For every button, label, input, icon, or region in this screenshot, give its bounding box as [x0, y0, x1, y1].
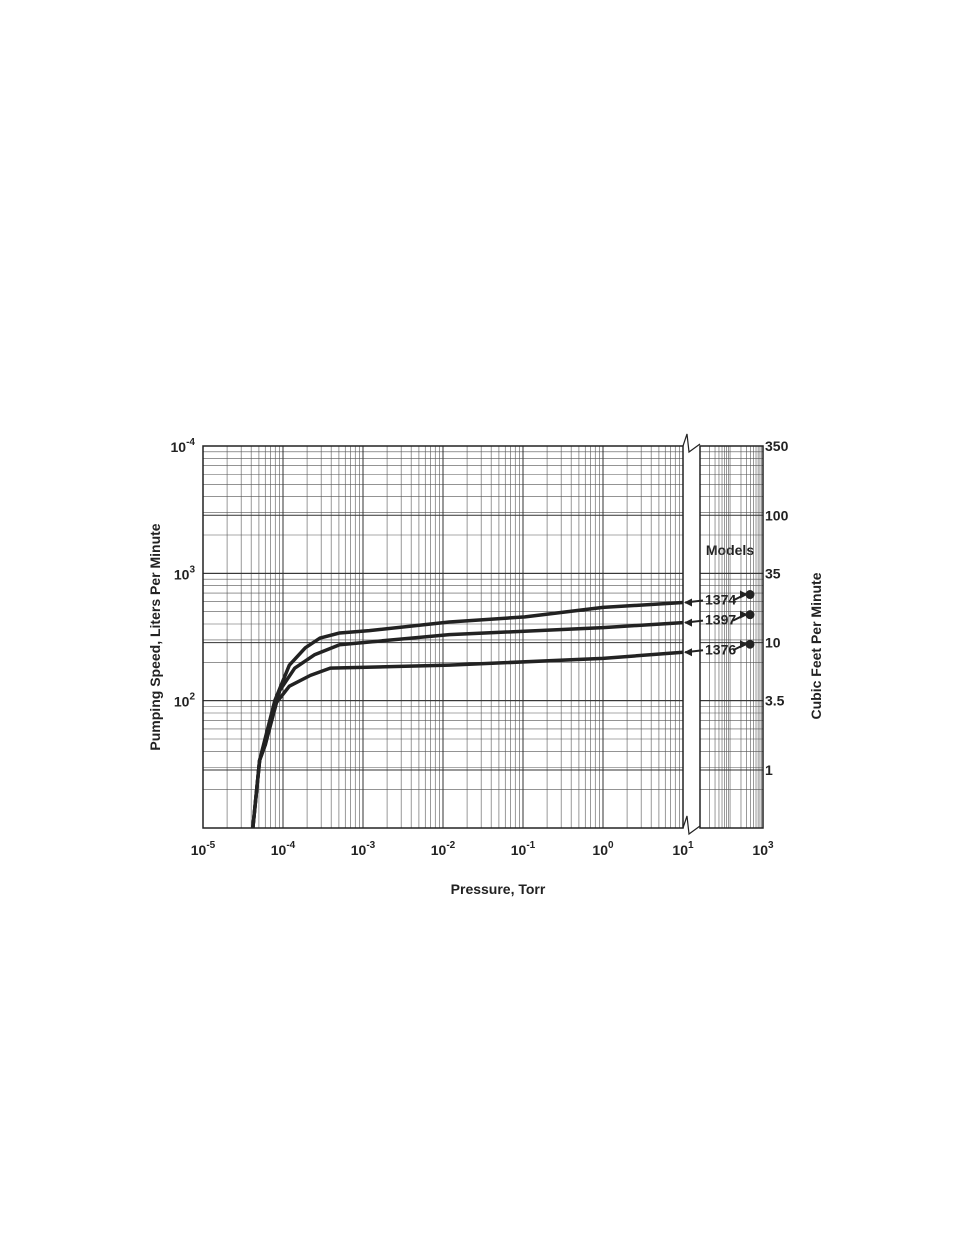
tick-label-base: 10	[174, 566, 190, 582]
y2-tick-label: 3.5	[765, 693, 785, 709]
tick-label: 102	[174, 692, 196, 710]
y2-axis-label: Cubic Feet Per Minute	[808, 572, 824, 719]
tick-label-sup: 0	[608, 840, 614, 851]
tick-label: 10-3	[351, 840, 376, 858]
tick-label-sup: -3	[366, 840, 375, 851]
legend-arrowhead	[684, 598, 692, 607]
legend-dot	[745, 590, 755, 600]
tick-label-sup: -2	[446, 840, 455, 851]
x-axis-label: Pressure, Torr	[451, 881, 546, 897]
y2-tick-label: 35	[765, 565, 781, 581]
tick-label-base: 10	[191, 842, 207, 858]
legend-label: 1397	[705, 612, 736, 628]
tick-label-sup: 3	[768, 840, 774, 851]
tick-label-base: 10	[431, 842, 447, 858]
tick-label-sup: -4	[186, 437, 195, 448]
series-line	[251, 650, 684, 829]
tick-label-sup: -4	[286, 840, 295, 851]
legend-arrowhead	[740, 590, 748, 599]
legend-dot	[745, 639, 755, 649]
tick-label: 100	[592, 840, 614, 858]
tick-label-base: 10	[174, 694, 190, 710]
tick-label: 10-4	[171, 437, 196, 455]
tick-label-sup: -5	[206, 840, 215, 851]
plot-frame	[202, 445, 684, 829]
series-line	[251, 620, 684, 829]
series-line	[251, 600, 684, 829]
y2-tick-label: 100	[765, 507, 789, 523]
tick-label-base: 10	[752, 842, 768, 858]
tick-label: 101	[672, 840, 694, 858]
tick-label: 10-5	[191, 840, 216, 858]
tick-label-sup: 2	[189, 692, 195, 703]
axis-break	[682, 433, 701, 454]
y2-tick-label: 1	[765, 762, 773, 778]
tick-label: 103	[752, 840, 774, 858]
legend-arrowhead	[740, 640, 748, 649]
tick-label-base: 10	[351, 842, 367, 858]
tick-label-sup: 3	[189, 564, 195, 575]
legend-arrowhead	[740, 610, 748, 619]
legend-arrowhead	[684, 648, 692, 657]
tick-label: 10-2	[431, 840, 456, 858]
tick-label-base: 10	[511, 842, 527, 858]
y2-tick-label: 10	[765, 635, 781, 651]
legend-label: 1376	[705, 641, 736, 657]
tick-label-base: 10	[171, 439, 187, 455]
legend-dot	[745, 610, 755, 620]
tick-label-base: 10	[271, 842, 287, 858]
legend-arrowhead	[684, 618, 692, 627]
plot-frame-break	[699, 445, 764, 829]
tick-label-sup: 1	[688, 840, 694, 851]
y2-tick-label: 350	[765, 438, 789, 454]
tick-label-sup: -1	[526, 840, 535, 851]
tick-label-base: 10	[592, 842, 608, 858]
tick-label: 103	[174, 564, 196, 582]
tick-label: 10-1	[511, 840, 536, 858]
tick-label: 10-4	[271, 840, 296, 858]
grid	[202, 445, 764, 828]
tick-label-base: 10	[672, 842, 688, 858]
y-axis-label: Pumping Speed, Liters Per Minute	[147, 523, 163, 750]
legend-label: 1374	[705, 592, 736, 608]
axis-break	[682, 815, 701, 836]
